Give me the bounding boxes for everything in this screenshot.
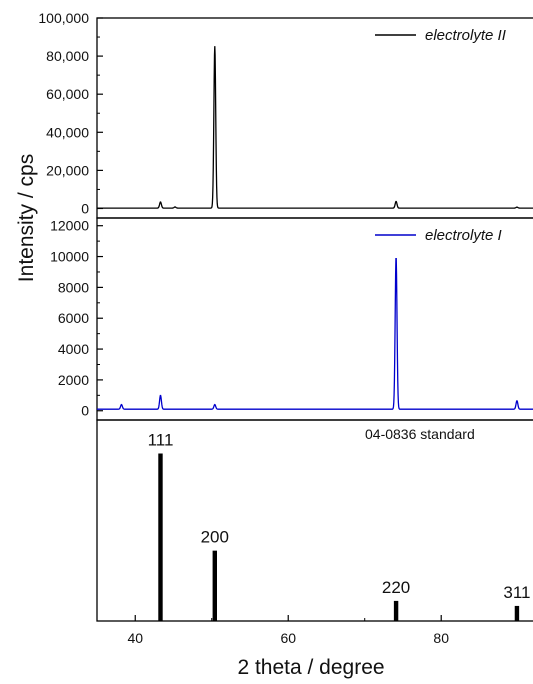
standard-bar xyxy=(212,550,217,621)
panel-frame xyxy=(96,419,533,622)
standard-bar xyxy=(158,453,163,621)
y-tick-label: 12000 xyxy=(50,218,89,234)
y-tick-label: 100,000 xyxy=(38,10,89,26)
series-line xyxy=(97,258,533,410)
x-tick-label: 80 xyxy=(433,630,449,646)
y-tick-label: 0 xyxy=(81,200,89,216)
y-tick-label: 60,000 xyxy=(46,86,89,102)
x-axis-title: 2 theta / degree xyxy=(237,656,384,679)
y-tick-label: 2000 xyxy=(58,372,89,388)
x-tick-label: 40 xyxy=(127,630,143,646)
y-tick-label: 40,000 xyxy=(46,124,89,140)
standard-bar xyxy=(514,605,520,621)
panel-standard: 111 200 220 311 04-0836 standard xyxy=(96,419,533,622)
bar-label: 311 xyxy=(503,583,530,602)
bar-label: 220 xyxy=(382,578,410,597)
y-tick-label: 8000 xyxy=(58,279,89,295)
x-axis: 40 60 80 xyxy=(127,615,519,646)
standard-bar xyxy=(393,600,399,621)
panel-electrolyte-II: 0 20,000 40,000 60,000 80,000 100,000 electrol… xyxy=(38,10,533,219)
y-tick-label: 80,000 xyxy=(46,48,89,64)
y-tick-label: 0 xyxy=(81,403,89,419)
y-tick-label: 10000 xyxy=(50,249,89,265)
legend-label: electrolyte I xyxy=(425,227,502,244)
y-axis-title: Intensity / cps xyxy=(15,154,38,282)
panel-label: 04-0836 standard xyxy=(365,426,475,442)
y-tick-label: 20,000 xyxy=(46,162,89,178)
bar-label: 111 xyxy=(148,431,174,450)
legend-label: electrolyte II xyxy=(425,27,506,44)
panel-electrolyte-I: 0 2000 4000 6000 8000 10000 12000 electrolyte I xyxy=(50,217,533,421)
bar-label: 200 xyxy=(201,528,229,547)
series-line xyxy=(97,46,533,209)
y-tick-label: 6000 xyxy=(58,310,89,326)
y-tick-label: 4000 xyxy=(58,341,89,357)
x-tick-label: 60 xyxy=(280,630,296,646)
